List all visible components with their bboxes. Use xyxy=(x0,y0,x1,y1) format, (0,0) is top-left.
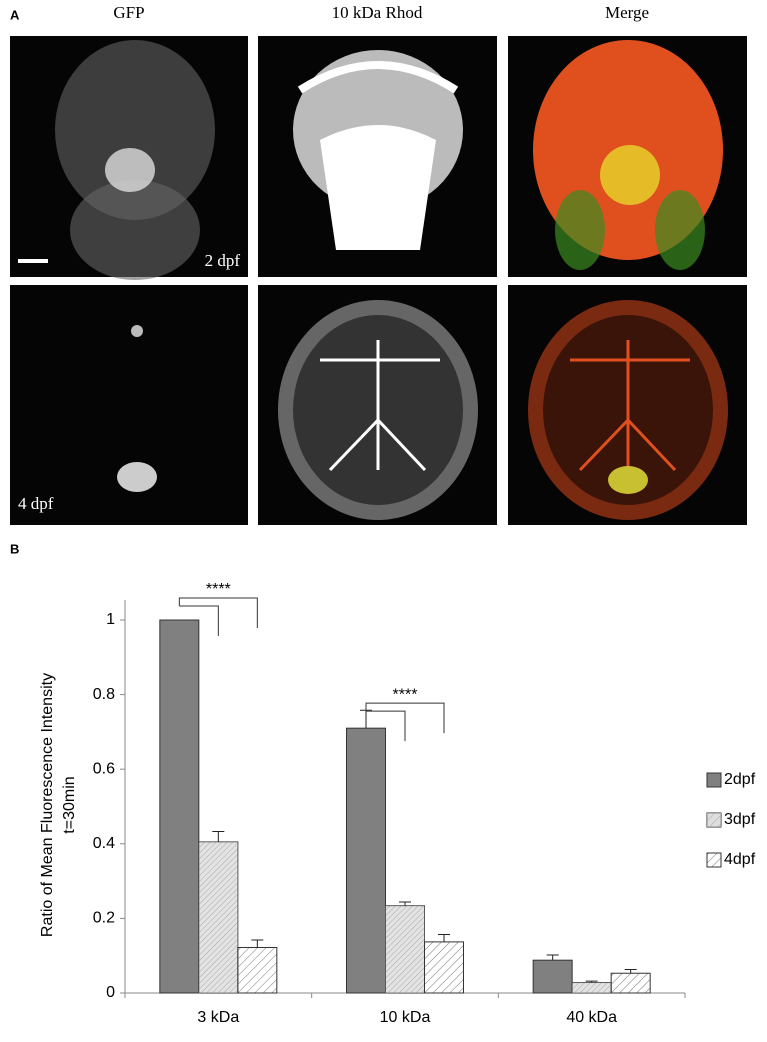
micrograph xyxy=(508,36,747,277)
error-bar xyxy=(585,980,598,983)
bar xyxy=(159,619,200,994)
micrograph xyxy=(258,285,497,525)
y-tick-label: 0.8 xyxy=(93,686,115,703)
bar xyxy=(610,972,651,994)
legend-swatch-fill xyxy=(707,813,721,827)
bar-fill xyxy=(198,841,238,993)
significance-bracket xyxy=(178,597,258,636)
micrograph xyxy=(258,36,497,277)
column-title: Merge xyxy=(605,3,649,22)
significance-label: **** xyxy=(393,686,418,703)
x-tick-label: 10 kDa xyxy=(380,1009,431,1026)
error-bar xyxy=(399,901,411,906)
y-tick-label: 0.4 xyxy=(93,835,115,852)
bar-fill xyxy=(385,905,425,993)
y-tick-label: 0.6 xyxy=(93,760,115,777)
y-tick-label: 1 xyxy=(106,611,115,628)
micrograph xyxy=(10,36,248,280)
error-bar xyxy=(360,709,372,729)
row-label: 4 dpf xyxy=(18,494,54,513)
error-bar xyxy=(546,954,559,961)
y-tick-label: 0 xyxy=(106,984,115,1001)
error-bar xyxy=(438,933,450,942)
significance-label: **** xyxy=(206,581,231,598)
y-tick-label: 0.2 xyxy=(93,910,115,927)
row-label: 2 dpf xyxy=(205,251,241,270)
bar xyxy=(532,959,573,994)
column-title: GFP xyxy=(113,3,144,22)
error-bar xyxy=(624,969,637,974)
bar-fill xyxy=(572,982,612,993)
error-bar xyxy=(212,830,225,842)
bar xyxy=(424,941,464,994)
y-axis-label: t=30min xyxy=(61,776,78,833)
legend-swatch xyxy=(706,772,722,788)
column-title: 10 kDa Rhod xyxy=(332,3,423,22)
legend-swatch xyxy=(706,852,722,868)
micrograph xyxy=(508,285,747,525)
legend-label: 3dpf xyxy=(724,811,756,828)
bar xyxy=(346,727,386,994)
legend-label: 4dpf xyxy=(724,851,756,868)
legend-label: 2dpf xyxy=(724,771,756,788)
significance-bracket xyxy=(365,702,445,742)
micrograph xyxy=(10,285,248,525)
x-tick-label: 40 kDa xyxy=(566,1009,617,1026)
y-axis-label: Ratio of Mean Fluorescence Intensity xyxy=(39,673,56,937)
bar-chart: 0 0.2 0.4 0.6 0.8 1 Ratio of Mean Fluorescence… xyxy=(39,581,755,1026)
panel-label: A xyxy=(10,7,20,22)
x-tick-label: 3 kDa xyxy=(197,1009,239,1026)
panel-label: B xyxy=(10,541,19,556)
bar xyxy=(237,946,278,994)
error-bar xyxy=(251,939,264,948)
